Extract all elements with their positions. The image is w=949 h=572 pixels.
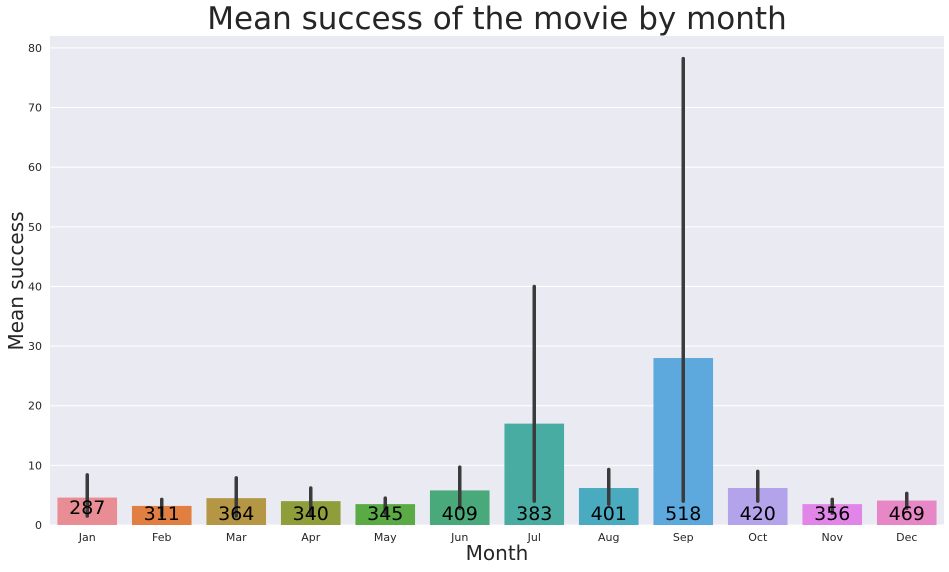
data-label: 345 <box>367 503 403 525</box>
x-tick-label: Jan <box>78 531 96 544</box>
y-tick-label: 10 <box>28 459 42 472</box>
x-tick-label: Jun <box>450 531 468 544</box>
data-label: 401 <box>591 503 627 525</box>
y-tick-label: 60 <box>28 161 42 174</box>
x-tick-label: May <box>374 531 397 544</box>
data-label: 287 <box>69 497 105 519</box>
y-tick-label: 40 <box>28 280 42 293</box>
x-tick-label: Oct <box>748 531 768 544</box>
data-label: 340 <box>293 503 329 525</box>
chart-title: Mean success of the movie by month <box>207 1 787 37</box>
y-tick-label: 50 <box>28 221 42 234</box>
y-tick-label: 70 <box>28 102 42 115</box>
data-label: 518 <box>665 503 701 525</box>
x-tick-label: Sep <box>673 531 694 544</box>
y-tick-label: 20 <box>28 400 42 413</box>
x-tick-label: Aug <box>598 531 619 544</box>
plot-background <box>50 36 944 525</box>
x-tick-label: Jul <box>527 531 541 544</box>
y-tick-label: 0 <box>35 519 42 532</box>
x-tick-label: Nov <box>822 531 844 544</box>
data-label: 364 <box>218 503 254 525</box>
y-axis-label: Mean success <box>4 211 28 351</box>
data-label: 356 <box>814 503 850 525</box>
y-tick-label: 80 <box>28 42 42 55</box>
x-tick-label: Apr <box>301 531 321 544</box>
x-tick-label: Feb <box>152 531 171 544</box>
data-label: 383 <box>516 503 552 525</box>
data-label: 469 <box>889 503 925 525</box>
data-label: 409 <box>442 503 478 525</box>
y-tick-label: 30 <box>28 340 42 353</box>
x-axis-label: Month <box>465 541 529 565</box>
data-label: 311 <box>144 503 180 525</box>
x-tick-label: Dec <box>896 531 917 544</box>
x-tick-label: Mar <box>226 531 247 544</box>
data-label: 420 <box>740 503 776 525</box>
